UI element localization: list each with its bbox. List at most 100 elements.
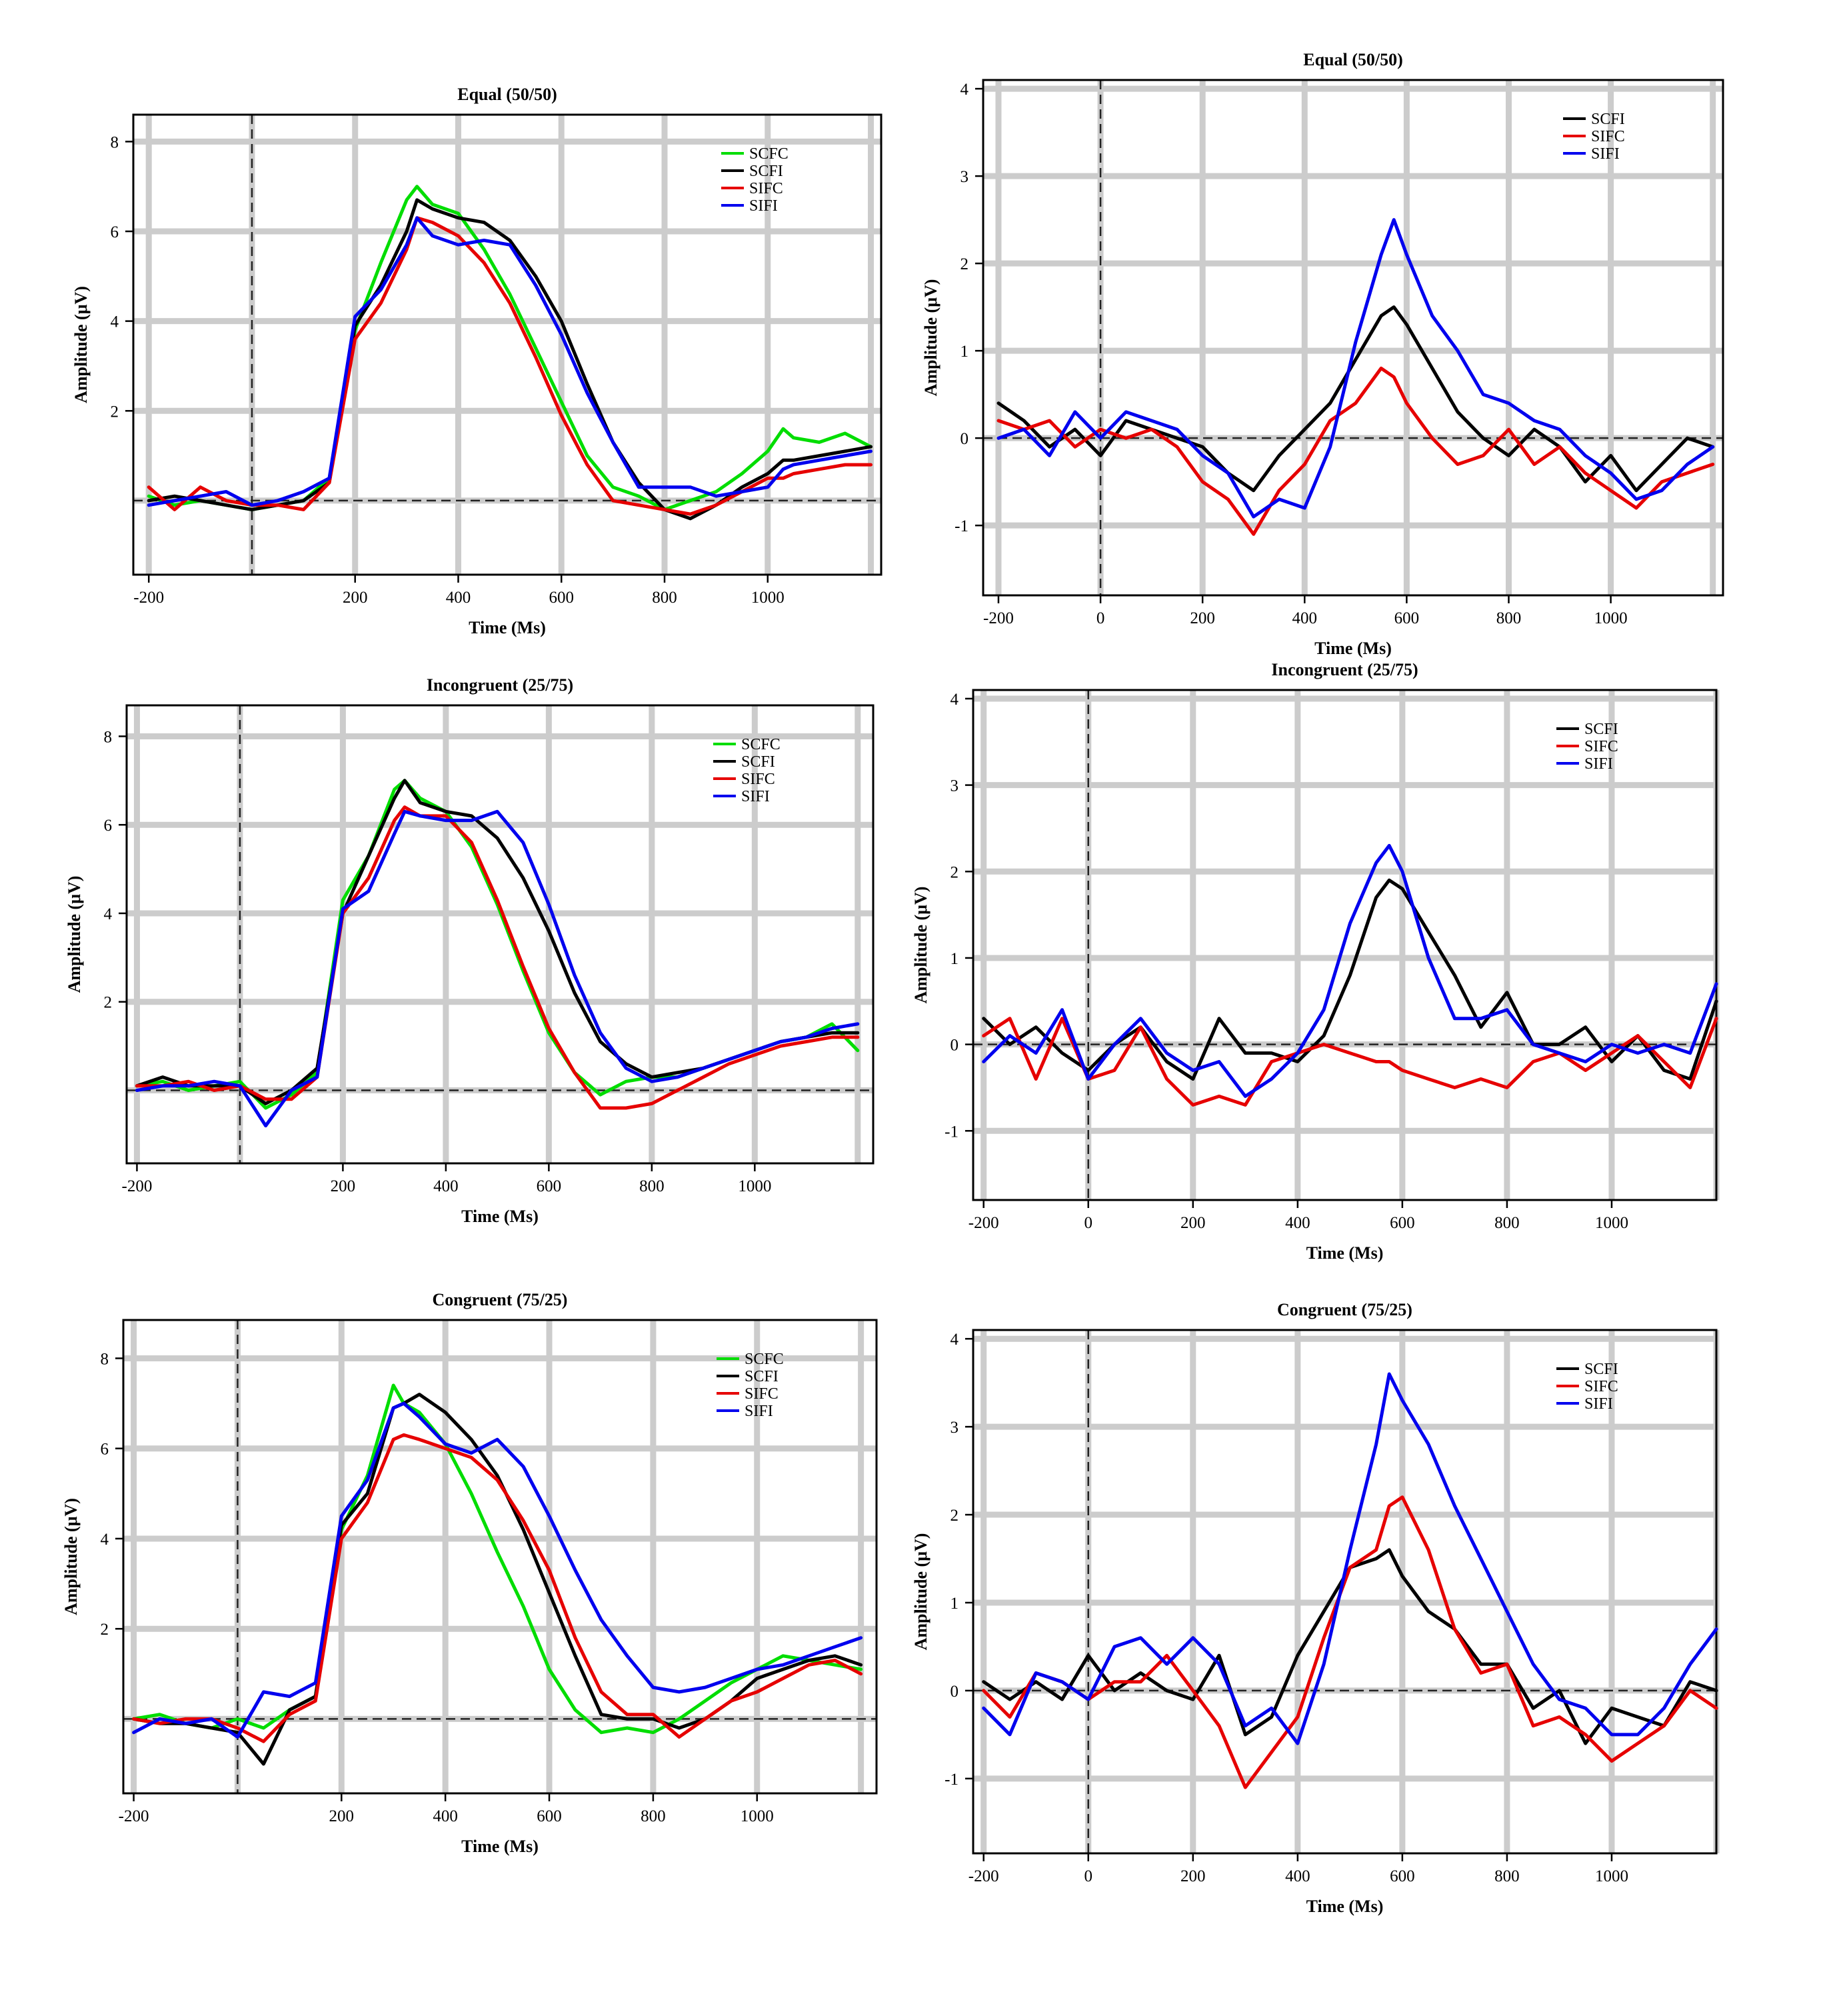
- x-tick-label: 1000: [741, 1807, 774, 1825]
- y-tick-label: 0: [960, 430, 969, 448]
- y-tick-label: 4: [950, 691, 959, 709]
- chart-panel-1: -200 200 400 600 800 1000 2 4 6 8 Equal (50/50) Tim…: [71, 85, 883, 637]
- x-axis-label: Time (Ms): [1306, 1243, 1384, 1263]
- y-tick-label: 8: [101, 1350, 109, 1368]
- y-tick-label: 4: [104, 905, 113, 923]
- series-line-sifc: [982, 1017, 1718, 1107]
- series-line-sifi: [982, 843, 1718, 1098]
- x-tick-label: 200: [1190, 609, 1215, 627]
- plot-frame: [132, 113, 883, 576]
- x-axis-label: Time (Ms): [1306, 1897, 1384, 1916]
- series-line-sifc: [132, 1433, 863, 1743]
- y-tick-label: 3: [950, 1419, 959, 1437]
- y-axis-label: Amplitude (μV): [61, 1498, 81, 1615]
- y-tick-label: 6: [101, 1441, 109, 1459]
- chart-panel-4: -200 0 200 400 600 800 1000 -1 0 1 2 3 4 Incongruent …: [911, 660, 1720, 1263]
- y-tick-label: 2: [101, 1621, 109, 1639]
- y-tick-label: -1: [944, 1123, 958, 1141]
- y-tick-label: -1: [944, 1771, 958, 1789]
- x-tick-label: 200: [343, 589, 368, 607]
- series-line-scfi: [996, 305, 1715, 493]
- plot-frame: [972, 689, 1718, 1201]
- legend-label-sifi: SIFI: [1584, 1395, 1613, 1413]
- x-tick-label: 800: [641, 1807, 666, 1825]
- x-tick-label: 600: [537, 1807, 562, 1825]
- x-axis-label: Time (Ms): [461, 1207, 539, 1226]
- x-axis-label: Time (Ms): [461, 1837, 539, 1856]
- x-tick-label: 400: [433, 1807, 458, 1825]
- x-tick-label: 400: [433, 1177, 459, 1195]
- legend-label-scfi: SCFI: [1584, 1361, 1618, 1378]
- series-line-sifc: [982, 1495, 1718, 1789]
- chart-panel-2: -200 0 200 400 600 800 1000 -1 0 1 2 3 4 Equal (50/50…: [921, 50, 1724, 658]
- legend-label-sifi: SIFI: [1591, 145, 1620, 163]
- series-line-scfc: [132, 1383, 863, 1735]
- y-axis-label: Amplitude (μV): [71, 286, 91, 403]
- y-tick-label: 2: [960, 255, 969, 273]
- chart-title: Incongruent (25/75): [1271, 660, 1418, 679]
- legend-label-scfc: SCFC: [741, 736, 781, 753]
- chart-title: Equal (50/50): [457, 85, 557, 104]
- x-tick-label: 200: [331, 1177, 356, 1195]
- x-tick-label: 800: [1496, 609, 1522, 627]
- y-tick-label: 4: [111, 313, 119, 331]
- x-tick-label: 200: [1180, 1214, 1206, 1232]
- chart-title: Incongruent (25/75): [427, 675, 573, 695]
- x-tick-label: 400: [446, 589, 471, 607]
- series-line-sifc: [135, 805, 860, 1110]
- series-line-sifi: [982, 1372, 1718, 1745]
- x-tick-label: -200: [133, 589, 164, 607]
- y-tick-label: 4: [101, 1531, 109, 1549]
- x-tick-label: 600: [537, 1177, 562, 1195]
- y-tick-label: 0: [950, 1037, 959, 1055]
- y-axis-label: Amplitude (μV): [911, 887, 930, 1004]
- legend-label-sifc: SIFC: [749, 180, 783, 197]
- x-tick-label: 0: [1084, 1867, 1092, 1885]
- series-line-scfc: [147, 185, 873, 511]
- y-tick-label: 1: [950, 950, 959, 968]
- legend-label-sifi: SIFI: [741, 788, 770, 805]
- legend-label-sifi: SIFI: [745, 1403, 773, 1420]
- legend-label-sifc: SIFC: [1591, 128, 1625, 145]
- x-tick-label: 400: [1292, 609, 1318, 627]
- legend-label-sifi: SIFI: [1584, 755, 1613, 773]
- plot-frame: [972, 1329, 1718, 1855]
- y-tick-label: 0: [950, 1683, 959, 1701]
- x-tick-label: 600: [1394, 609, 1420, 627]
- chart-title: Congruent (75/25): [1277, 1300, 1412, 1319]
- legend-label-scfi: SCFI: [1584, 721, 1618, 738]
- x-tick-label: 200: [329, 1807, 355, 1825]
- y-tick-label: 2: [111, 403, 119, 421]
- chart-panel-6: -200 0 200 400 600 800 1000 -1 0 1 2 3 4 Congruent (7…: [911, 1300, 1720, 1916]
- chart-title: Congruent (75/25): [433, 1290, 568, 1309]
- y-tick-label: 2: [950, 1507, 959, 1525]
- x-tick-label: 1000: [738, 1177, 771, 1195]
- chart-panel-3: -200 200 400 600 800 1000 2 4 6 8 Incongruent (25/…: [65, 675, 875, 1226]
- y-axis-label: Amplitude (μV): [921, 279, 940, 397]
- series-line-sifi: [132, 1401, 863, 1739]
- series-line-sifc: [996, 366, 1715, 536]
- x-tick-label: 800: [1494, 1867, 1520, 1885]
- legend-label-sifc: SIFC: [741, 771, 775, 788]
- y-tick-label: 3: [960, 168, 969, 186]
- x-tick-label: 0: [1096, 609, 1105, 627]
- legend-label-sifi: SIFI: [749, 197, 778, 215]
- x-tick-label: 400: [1285, 1867, 1310, 1885]
- y-tick-label: 3: [950, 777, 959, 795]
- x-tick-label: -200: [968, 1867, 999, 1885]
- legend-label-scfi: SCFI: [741, 753, 775, 771]
- x-tick-label: 800: [652, 589, 677, 607]
- series-line-sifi: [996, 218, 1715, 519]
- y-axis-label: Amplitude (μV): [911, 1533, 930, 1651]
- x-tick-label: 800: [639, 1177, 665, 1195]
- series-line-scfi: [982, 1548, 1718, 1745]
- x-tick-label: 1000: [1595, 1867, 1628, 1885]
- y-tick-label: 2: [104, 994, 113, 1012]
- x-tick-label: -200: [983, 609, 1014, 627]
- y-tick-label: 8: [111, 133, 119, 151]
- legend-label-scfc: SCFC: [745, 1351, 784, 1368]
